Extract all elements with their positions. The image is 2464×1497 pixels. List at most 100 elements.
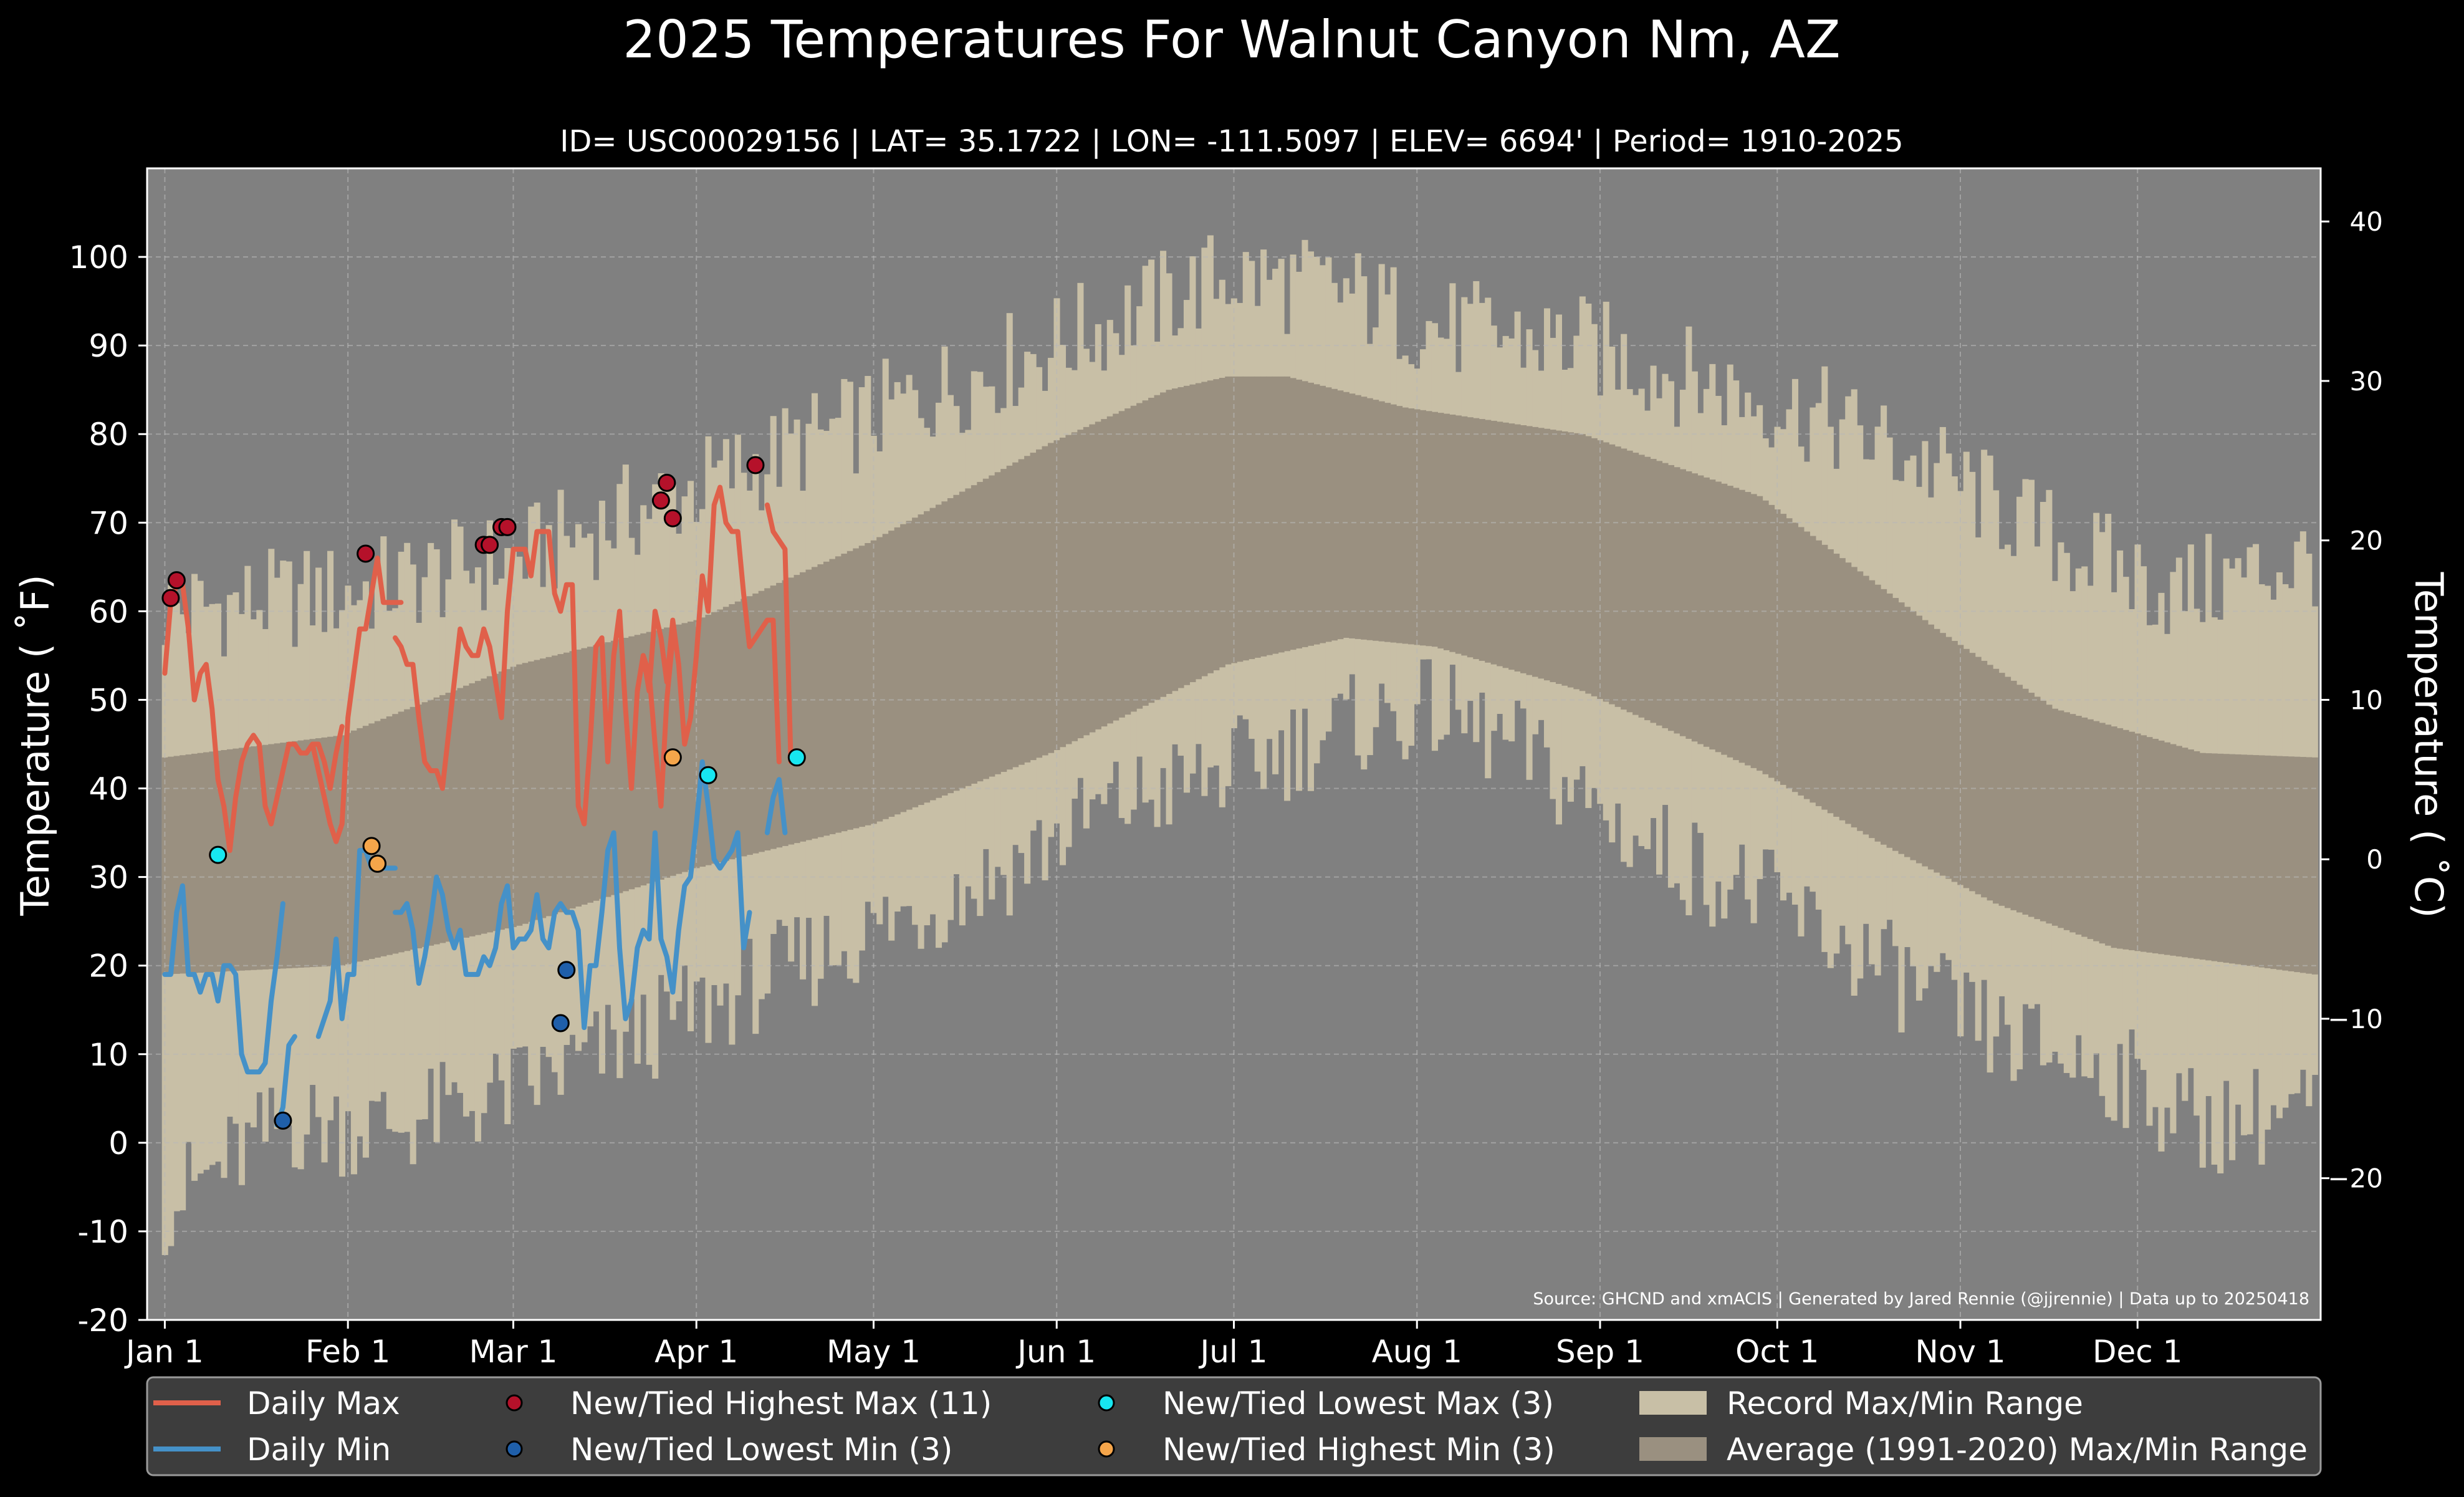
average-range-bar — [734, 601, 741, 858]
average-range-bar — [1892, 598, 1899, 851]
y-right-tick-label: 20 — [2350, 526, 2383, 556]
average-range-bar — [445, 693, 452, 942]
legend-dot-swatch — [506, 1394, 523, 1412]
x-tick-label: May 1 — [827, 1334, 921, 1370]
average-range-bar — [858, 546, 865, 827]
average-range-bar — [292, 741, 299, 968]
average-range-bar — [634, 635, 641, 888]
average-range-bar — [1993, 668, 2000, 904]
average-range-bar — [1881, 589, 1887, 845]
average-range-bar — [2264, 755, 2271, 968]
average-range-bar — [1585, 436, 1592, 694]
record-marker — [274, 1111, 292, 1130]
average-range-bar — [1691, 473, 1698, 742]
legend-dot-swatch — [506, 1440, 523, 1458]
y-tick-label: 100 — [69, 239, 128, 276]
average-range-bar — [2129, 731, 2136, 951]
average-range-bar — [410, 706, 416, 950]
average-range-bar — [1443, 413, 1450, 650]
average-range-bar — [2175, 746, 2182, 957]
average-range-bar — [906, 521, 913, 810]
average-range-bar — [817, 564, 824, 837]
average-range-bar — [1030, 453, 1037, 761]
average-range-bar — [800, 572, 807, 842]
x-tick-label: Aug 1 — [1372, 1334, 1462, 1370]
average-range-bar — [552, 655, 558, 915]
average-range-bar — [1975, 657, 1982, 895]
average-range-bar — [2093, 721, 2100, 941]
average-range-bar — [598, 643, 605, 899]
average-range-bar — [2022, 688, 2029, 915]
average-range-bar — [2005, 676, 2011, 908]
record-marker — [663, 748, 682, 767]
legend-label: Daily Max — [247, 1385, 400, 1422]
average-range-bar — [1780, 514, 1787, 785]
y-right-tick-label: 40 — [2350, 206, 2383, 237]
y-tick-label: -20 — [77, 1302, 128, 1339]
average-range-bar — [309, 739, 316, 968]
average-range-bar — [2170, 744, 2177, 956]
average-range-bar — [534, 660, 540, 920]
average-range-bar — [1497, 421, 1503, 667]
average-range-bar — [386, 716, 393, 955]
y-axis-label-left: Temperature ( ˚F) — [12, 574, 58, 916]
average-range-bar — [2099, 723, 2106, 944]
average-range-bar — [1479, 419, 1485, 661]
daily-min-line — [764, 777, 788, 835]
average-range-bar — [1077, 430, 1084, 739]
average-range-bar — [688, 621, 694, 870]
average-range-bar — [203, 752, 210, 973]
average-range-bar — [2299, 757, 2306, 973]
average-range-bar — [1579, 434, 1586, 691]
average-range-bar — [1408, 408, 1415, 645]
average-range-bar — [982, 478, 989, 779]
average-range-bar — [315, 738, 322, 967]
average-range-bar — [853, 548, 860, 829]
average-range-bar — [640, 633, 647, 886]
average-range-bar — [1048, 443, 1055, 753]
source-note: Source: GHCND and xmACIS | Generated by … — [1533, 1289, 2309, 1309]
y-tick-label: 60 — [89, 594, 128, 630]
average-range-bar — [1337, 390, 1344, 640]
average-range-bar — [1922, 620, 1929, 867]
legend-label: Record Max/Min Range — [1727, 1385, 2083, 1422]
average-range-bar — [1502, 422, 1509, 668]
average-range-bar — [846, 551, 853, 830]
average-range-bar — [1857, 571, 1864, 831]
y-tick-label: 30 — [89, 860, 128, 896]
average-range-bar — [1106, 416, 1113, 724]
average-range-bar — [1124, 408, 1131, 715]
average-range-bar — [197, 753, 204, 973]
average-range-bar — [1567, 432, 1574, 688]
y-right-tick-label: 10 — [2350, 685, 2383, 715]
average-range-bar — [918, 514, 924, 806]
average-range-bar — [929, 508, 936, 801]
average-range-bar — [1390, 404, 1397, 643]
average-range-bar — [965, 488, 972, 786]
average-range-bar — [1644, 456, 1651, 721]
legend-label: New/Tied Highest Max (11) — [570, 1385, 992, 1422]
average-range-bar — [280, 743, 287, 969]
average-range-bar — [1455, 415, 1462, 654]
average-range-bar — [935, 504, 942, 798]
average-range-bar — [1573, 433, 1580, 690]
daily-max-line — [393, 529, 676, 827]
record-marker — [357, 544, 375, 563]
y-tick-label: 20 — [89, 948, 128, 984]
average-range-bar — [173, 756, 180, 974]
average-range-bar — [392, 714, 399, 954]
average-range-bar — [563, 652, 570, 911]
record-marker — [663, 509, 682, 527]
average-range-bar — [1981, 660, 1988, 898]
average-range-bar — [304, 739, 310, 968]
average-range-bar — [2253, 755, 2260, 967]
average-range-bar — [1290, 378, 1297, 650]
average-range-bar — [474, 681, 481, 935]
average-range-bar — [1862, 575, 1869, 835]
average-range-bar — [1449, 414, 1456, 652]
average-range-bar — [256, 745, 263, 970]
legend-patch-swatch — [1639, 1437, 1707, 1461]
average-range-bar — [1361, 397, 1368, 640]
average-range-bar — [605, 642, 611, 897]
average-range-bar — [1561, 431, 1568, 686]
